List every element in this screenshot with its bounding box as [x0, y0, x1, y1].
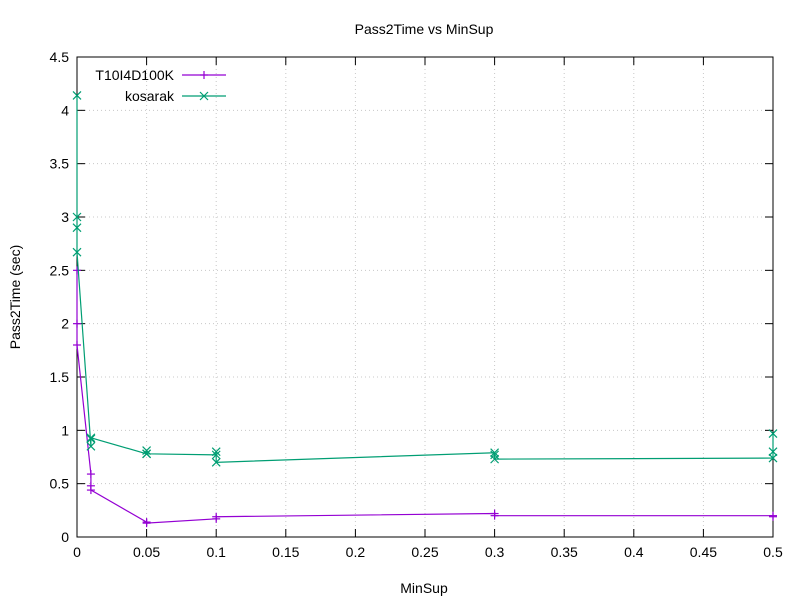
data-point-stroke	[490, 448, 500, 458]
series-2	[72, 90, 778, 467]
x-tick-label: 0.15	[272, 544, 299, 560]
x-tick-label: 0.35	[551, 544, 578, 560]
x-axis-label: MinSup	[400, 580, 448, 596]
data-point	[72, 247, 82, 257]
x-tick-label: 0.1	[206, 544, 226, 560]
data-point	[211, 457, 221, 467]
data-point-stroke	[142, 449, 152, 459]
data-point	[142, 446, 152, 456]
legend-entry: kosarak	[125, 88, 226, 104]
chart-title: Pass2Time vs MinSup	[355, 21, 494, 37]
data-point	[212, 512, 221, 521]
data-point	[769, 512, 777, 521]
data-point-stroke	[72, 90, 82, 100]
y-tick-label: 2.5	[50, 262, 70, 278]
data-point	[72, 223, 82, 233]
legend-entry: T10I4D100K	[95, 67, 226, 83]
data-point-stroke	[490, 450, 500, 460]
legend: T10I4D100K kosarak	[95, 67, 226, 104]
legend-marker-stroke	[199, 91, 209, 101]
data-point	[490, 454, 500, 464]
x-tick-label: 0	[73, 544, 81, 560]
legend-label: T10I4D100K	[95, 67, 174, 83]
data-point	[73, 319, 81, 328]
data-point	[490, 448, 500, 458]
y-tick-label: 1.5	[50, 369, 70, 385]
data-point	[86, 486, 95, 495]
data-point-stroke	[768, 447, 778, 457]
data-point	[142, 519, 151, 528]
data-point	[86, 470, 95, 479]
y-tick-label: 0	[61, 529, 69, 545]
data-point	[86, 433, 96, 443]
data-point	[211, 447, 221, 457]
data-point	[211, 450, 221, 460]
data-point-stroke	[768, 429, 778, 438]
data-point	[72, 212, 82, 222]
y-tick-label: 4.5	[50, 49, 70, 65]
data-point-stroke	[211, 457, 221, 467]
data-point-stroke	[142, 446, 152, 456]
data-point	[73, 266, 81, 275]
data-point-stroke	[86, 433, 96, 443]
data-point-stroke	[211, 450, 221, 460]
legend-marker	[200, 71, 208, 79]
legend-label: kosarak	[125, 88, 175, 104]
data-point	[86, 434, 96, 444]
data-point	[768, 453, 778, 463]
x-tick-label: 0.5	[763, 544, 783, 560]
y-tick-label: 4	[61, 102, 69, 118]
y-tick-label: 0.5	[50, 476, 70, 492]
x-tick-label: 0.05	[133, 544, 160, 560]
data-point	[768, 447, 778, 457]
y-tick-label: 3	[61, 209, 69, 225]
x-tick-label: 0.3	[485, 544, 505, 560]
tick-layer: 0 0.5 1 1.5 2 2.5 3 3.5 4 4.5 0 0.05 0.1 0.15 0.2 0.25 0…	[50, 49, 783, 560]
legend-marker	[199, 91, 209, 101]
data-point-stroke	[211, 447, 221, 457]
x-tick-label: 0.4	[624, 544, 644, 560]
x-tick-label: 0.45	[690, 544, 717, 560]
y-tick-label: 1	[61, 422, 69, 438]
data-point-stroke	[72, 223, 82, 233]
data-point-stroke	[86, 441, 96, 451]
data-point	[768, 429, 778, 438]
data-point	[72, 90, 82, 100]
data-point-stroke	[86, 434, 96, 444]
data-point	[490, 450, 500, 460]
data-point	[490, 511, 499, 520]
data-point-stroke	[72, 247, 82, 257]
y-axis-label: Pass2Time (sec)	[7, 245, 23, 350]
data-point	[86, 441, 96, 451]
y-tick-label: 3.5	[50, 156, 70, 172]
series-layer	[72, 90, 778, 528]
x-tick-label: 0.25	[411, 544, 438, 560]
data-point-stroke	[72, 212, 82, 222]
data-point	[142, 449, 152, 459]
data-point	[73, 341, 81, 349]
data-point-stroke	[490, 454, 500, 464]
data-point-stroke	[768, 453, 778, 463]
x-tick-label: 0.2	[346, 544, 366, 560]
y-tick-label: 2	[61, 316, 69, 332]
series-1	[73, 266, 777, 528]
